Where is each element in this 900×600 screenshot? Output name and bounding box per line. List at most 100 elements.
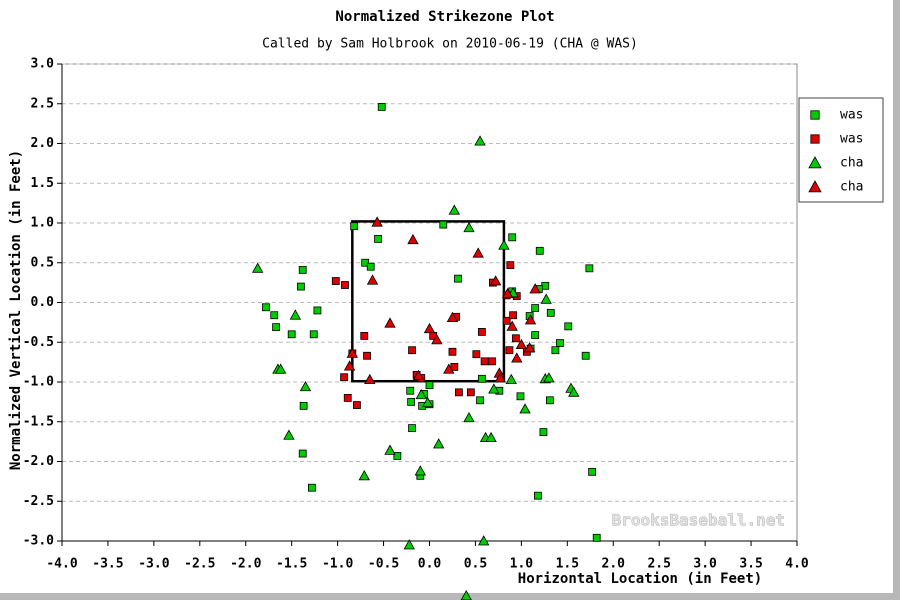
square-point bbox=[299, 401, 308, 410]
x-tick-label: 2.0 bbox=[602, 557, 626, 572]
x-tick-label: 0.5 bbox=[464, 557, 487, 572]
triangle-point bbox=[299, 380, 312, 392]
triangle-point bbox=[506, 320, 518, 331]
x-tick-label: -0.5 bbox=[368, 557, 399, 572]
x-tick-label: -2.5 bbox=[184, 557, 215, 572]
triangle-point bbox=[274, 363, 287, 374]
x-tick-label: 0.0 bbox=[418, 557, 442, 572]
square-point bbox=[262, 303, 270, 312]
square-point bbox=[408, 424, 416, 433]
triangle-point bbox=[403, 539, 415, 550]
x-tick-label: -3.5 bbox=[92, 557, 123, 572]
square-point bbox=[450, 362, 459, 371]
square-point bbox=[307, 483, 316, 492]
y-tick-label: -2.0 bbox=[23, 454, 54, 469]
square-point bbox=[545, 396, 554, 405]
square-point bbox=[581, 351, 590, 360]
square-point bbox=[531, 304, 540, 312]
legend-marker bbox=[810, 134, 820, 144]
triangle-point bbox=[283, 429, 295, 440]
triangle-point bbox=[346, 347, 359, 358]
triangle-point bbox=[384, 444, 396, 455]
square-point bbox=[407, 397, 416, 406]
square-point bbox=[505, 346, 514, 355]
triangle-point bbox=[415, 388, 427, 400]
square-point bbox=[556, 339, 564, 347]
square-point bbox=[393, 452, 402, 460]
square-point bbox=[480, 357, 489, 366]
square-point bbox=[298, 449, 307, 458]
square-point bbox=[366, 262, 375, 271]
square-point bbox=[448, 347, 457, 356]
square-point bbox=[296, 282, 305, 291]
square-point bbox=[541, 281, 550, 290]
triangle-point bbox=[540, 293, 552, 304]
triangle-point bbox=[414, 465, 426, 476]
x-tick-label: 2.5 bbox=[647, 557, 670, 572]
square-point bbox=[331, 277, 340, 285]
triangle-point bbox=[524, 314, 537, 325]
triangle-point bbox=[446, 311, 459, 323]
square-point bbox=[454, 274, 462, 283]
square-point bbox=[377, 103, 386, 111]
square-point bbox=[408, 346, 416, 355]
square-point bbox=[309, 330, 318, 339]
triangle-point bbox=[448, 204, 460, 215]
triangle-point bbox=[412, 369, 425, 381]
square-point bbox=[531, 331, 540, 339]
triangle-point bbox=[433, 438, 445, 449]
square-point bbox=[511, 334, 520, 343]
triangle-point bbox=[478, 535, 490, 546]
triangle-point bbox=[364, 373, 376, 385]
square-point bbox=[298, 266, 307, 274]
triangle-point bbox=[421, 396, 434, 408]
square-point bbox=[341, 281, 349, 289]
y-tick-label: 0.5 bbox=[31, 255, 54, 270]
square-point bbox=[551, 346, 560, 355]
y-tick-label: 1.5 bbox=[31, 176, 54, 191]
triangle-point bbox=[289, 309, 302, 320]
y-tick-label: -1.0 bbox=[23, 375, 54, 390]
triangle-point bbox=[343, 360, 356, 371]
square-point bbox=[564, 322, 573, 331]
triangle-point bbox=[463, 411, 475, 423]
square-point bbox=[534, 491, 542, 500]
legend-label: was bbox=[840, 132, 863, 147]
x-tick-label: 3.5 bbox=[739, 557, 762, 572]
x-tick-label: -1.0 bbox=[322, 557, 353, 572]
x-tick-label: 1.5 bbox=[556, 557, 579, 572]
square-point bbox=[472, 350, 481, 359]
triangle-point bbox=[505, 373, 517, 385]
square-point bbox=[313, 306, 322, 315]
legend-label: cha bbox=[840, 156, 863, 171]
square-point bbox=[516, 392, 525, 401]
triangle-point bbox=[498, 239, 510, 250]
square-point bbox=[477, 328, 486, 336]
square-point bbox=[439, 220, 448, 229]
square-point bbox=[374, 234, 382, 243]
triangle-point bbox=[519, 403, 531, 414]
legend-label: cha bbox=[840, 180, 863, 195]
y-tick-label: -1.5 bbox=[23, 414, 54, 429]
triangle-point bbox=[488, 383, 500, 394]
y-tick-label: 0.0 bbox=[31, 295, 55, 310]
triangle-point bbox=[529, 283, 541, 294]
square-point bbox=[488, 357, 496, 366]
x-axis-label: Horizontal Location (in Feet) bbox=[518, 571, 762, 587]
triangle-point bbox=[423, 322, 436, 334]
triangle-point bbox=[472, 247, 484, 258]
triangle-point bbox=[515, 338, 528, 350]
x-tick-label: -2.0 bbox=[230, 557, 261, 572]
y-tick-label: -2.5 bbox=[23, 494, 54, 509]
square-point bbox=[350, 222, 359, 231]
square-point bbox=[539, 428, 548, 436]
triangle-point bbox=[443, 363, 455, 374]
triangle-point bbox=[384, 317, 396, 328]
legend-marker bbox=[808, 156, 822, 169]
triangle-point bbox=[252, 262, 264, 273]
triangle-point bbox=[358, 469, 370, 481]
square-point bbox=[506, 261, 515, 270]
triangle-point bbox=[366, 274, 379, 285]
legend-label: was bbox=[840, 108, 863, 123]
